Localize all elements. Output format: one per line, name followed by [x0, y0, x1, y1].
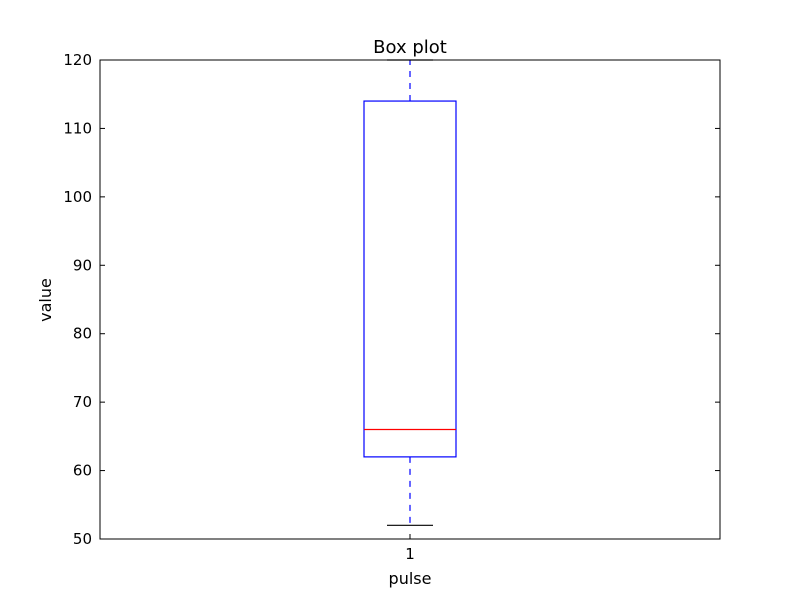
- y-tick-label: 70: [73, 393, 92, 411]
- y-tick-label: 50: [73, 530, 92, 548]
- x-axis-label: pulse: [389, 569, 432, 588]
- y-tick-label: 120: [63, 51, 92, 69]
- plot-area: 50 60 70 80 90 100 110 120 1: [63, 51, 720, 563]
- box-iqr: [363, 100, 457, 458]
- y-axis-label: value: [36, 278, 55, 322]
- y-tick-label: 110: [63, 119, 92, 137]
- chart-title: Box plot: [373, 37, 447, 58]
- x-tick-label: 1: [405, 545, 415, 563]
- y-tick-label: 90: [73, 256, 92, 274]
- y-tick-label: 60: [73, 462, 92, 480]
- axes-frame: [99, 59, 721, 540]
- y-tick-label: 100: [63, 188, 92, 206]
- y-tick-label: 80: [73, 325, 92, 343]
